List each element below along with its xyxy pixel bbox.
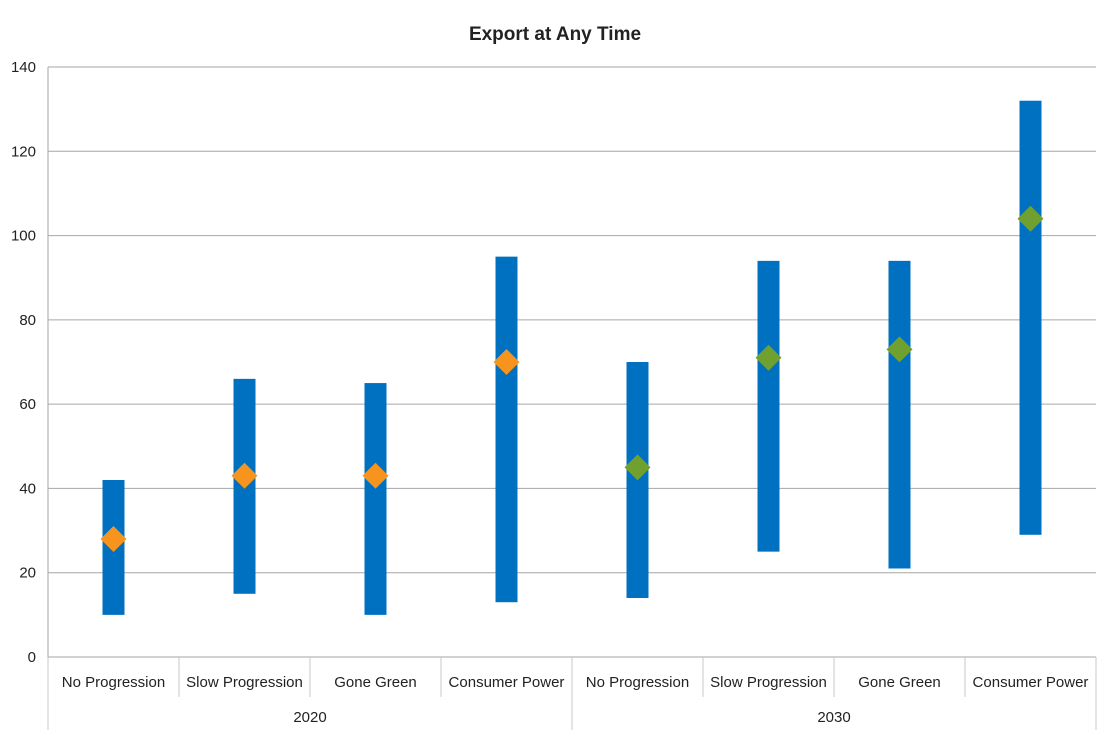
axis-labels: 0 20 40 60 80 100 120 140 No Progression Slow Pro… <box>11 59 1088 726</box>
x-group-label: 2030 <box>817 709 850 726</box>
range-bar <box>888 260 911 569</box>
y-tick-label: 80 <box>19 312 36 329</box>
range-bar <box>757 260 780 552</box>
x-category-label: Slow Progression <box>186 674 303 691</box>
y-tick-label: 40 <box>19 480 36 497</box>
y-tick-label: 20 <box>19 565 36 582</box>
range-bar <box>495 256 518 603</box>
diamond-marker <box>1017 205 1044 232</box>
y-tick-label: 100 <box>11 228 36 245</box>
x-category-label: No Progression <box>62 674 165 691</box>
diamond-marker <box>493 349 520 375</box>
y-tick-label: 140 <box>11 59 36 76</box>
x-category-label: No Progression <box>586 674 689 691</box>
x-group-label: 2020 <box>293 709 326 726</box>
diamond-marker <box>100 526 127 552</box>
y-tick-label: 120 <box>11 143 36 160</box>
chart-title: Export at Any Time <box>469 24 641 45</box>
x-category-label: Consumer Power <box>973 674 1089 691</box>
diamond-marker <box>886 336 913 363</box>
diamond-marker <box>755 344 782 371</box>
y-tick-label: 0 <box>28 649 36 666</box>
x-category-label: Consumer Power <box>449 674 565 691</box>
diamond-marker <box>231 462 258 489</box>
axes <box>47 67 1097 730</box>
diamond-marker <box>624 454 651 481</box>
range-bar <box>1019 100 1042 535</box>
x-category-label: Gone Green <box>334 674 417 691</box>
gridlines <box>48 66 1096 574</box>
y-tick-label: 60 <box>19 396 36 413</box>
range-bar <box>364 383 387 615</box>
diamond-marker <box>362 462 389 489</box>
markers <box>100 205 1044 552</box>
x-category-label: Gone Green <box>858 674 941 691</box>
x-category-label: Slow Progression <box>710 674 827 691</box>
